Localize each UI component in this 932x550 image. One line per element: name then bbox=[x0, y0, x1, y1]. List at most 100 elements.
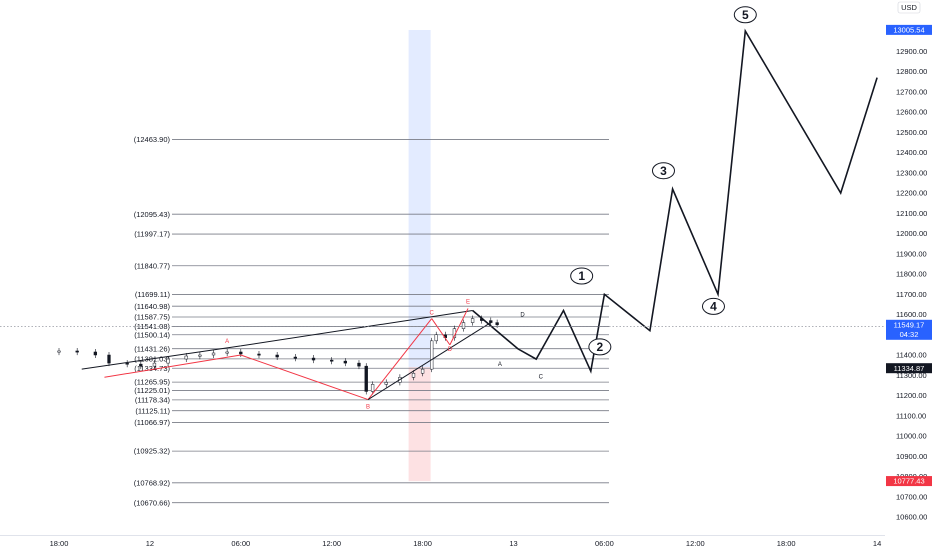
fib-level-label: (10670.66) bbox=[134, 498, 171, 507]
price-candles bbox=[57, 308, 499, 401]
time-tick-label: 18:00 bbox=[413, 539, 432, 548]
candle-body bbox=[198, 354, 202, 357]
price-tick-label: 12800.00 bbox=[896, 67, 927, 76]
candle-body bbox=[107, 354, 111, 364]
price-tick-label: 12500.00 bbox=[896, 128, 927, 137]
fib-level-label: (11066.97) bbox=[134, 418, 170, 427]
price-tick-label: 12400.00 bbox=[896, 148, 927, 157]
candle-body bbox=[211, 352, 216, 356]
time-tick-label: 12 bbox=[146, 539, 154, 548]
time-tick-label: 13 bbox=[509, 539, 517, 548]
candle-body bbox=[93, 351, 98, 356]
price-tick-label: 11100.00 bbox=[896, 411, 926, 420]
wave-label-text: 2 bbox=[597, 340, 604, 354]
wave-line-red bbox=[431, 318, 451, 346]
candle-body bbox=[239, 351, 243, 355]
candle-body bbox=[75, 350, 79, 353]
price-tick-label: 10700.00 bbox=[896, 492, 927, 501]
price-badge-subtext: 04:32 bbox=[900, 330, 919, 339]
price-badge bbox=[886, 476, 932, 487]
price-tick-label: 11700.00 bbox=[896, 290, 927, 299]
fib-level-label: (11699.11) bbox=[135, 290, 171, 299]
time-boxes bbox=[408, 30, 431, 482]
candle-body bbox=[225, 351, 229, 354]
wave-label-circle bbox=[651, 162, 675, 180]
price-tick-label: 12300.00 bbox=[896, 168, 927, 177]
fib-level-label: (12095.43) bbox=[134, 210, 171, 219]
wave-label-text: 3 bbox=[660, 164, 667, 178]
wave-line-red bbox=[104, 354, 241, 378]
fib-level-label: (11125.11) bbox=[135, 406, 170, 415]
candle-body bbox=[257, 353, 261, 356]
fib-level-label: (11840.77) bbox=[134, 261, 170, 270]
fib-level-label: (11334.73) bbox=[134, 364, 170, 373]
wave-label-text: 5 bbox=[742, 8, 749, 22]
price-tick-label: 10600.00 bbox=[896, 513, 927, 522]
candle-body bbox=[384, 382, 388, 385]
blue-time-zone bbox=[408, 30, 431, 368]
price-badge bbox=[886, 24, 932, 35]
fib-level-label: (10925.32) bbox=[134, 447, 171, 456]
wave-point-label: D bbox=[520, 313, 525, 319]
price-tick-label: 11300.00 bbox=[896, 371, 927, 380]
time-tick-label: 06:00 bbox=[595, 539, 614, 548]
price-tick-label: 12600.00 bbox=[896, 108, 927, 117]
currency-text: USD bbox=[901, 3, 917, 12]
fib-level-label: (11587.75) bbox=[134, 313, 170, 322]
time-tick-label: 12:00 bbox=[322, 539, 341, 548]
candle-body bbox=[357, 362, 361, 367]
fib-level-label: (11431.26) bbox=[134, 344, 170, 353]
price-tick-label: 11800.00 bbox=[896, 270, 927, 279]
wave-label-circle bbox=[701, 297, 725, 315]
candle-body bbox=[495, 322, 499, 326]
trend-line bbox=[240, 309, 473, 347]
projection-polyline bbox=[472, 28, 878, 374]
red-time-zone bbox=[408, 367, 431, 482]
fib-level-label: (11500.14) bbox=[134, 330, 170, 339]
wave-point-label: D bbox=[448, 347, 453, 353]
wave-line-red bbox=[367, 318, 433, 400]
price-tick-label: 11000.00 bbox=[896, 432, 927, 441]
candle-body bbox=[434, 334, 438, 342]
fib-level-label: (10768.92) bbox=[134, 478, 171, 487]
fibonacci-levels: (12463.90) (12095.43) (11997.17) (11840.77)… bbox=[134, 135, 609, 507]
price-badge-text: 13005.54 bbox=[893, 25, 924, 34]
wave-point-label: C bbox=[539, 374, 544, 380]
wave-point-label: C bbox=[430, 311, 435, 317]
fib-level-label: (12463.90) bbox=[134, 135, 171, 144]
candle-body bbox=[489, 320, 493, 323]
candle-body bbox=[364, 365, 368, 392]
fib-level-label: (11265.95) bbox=[134, 378, 170, 387]
wave-label-text: 1 bbox=[578, 269, 585, 283]
projection-path bbox=[472, 28, 878, 374]
price-tick-label: 11900.00 bbox=[896, 249, 927, 258]
fib-level-label: (11225.01) bbox=[134, 386, 170, 395]
wave-label-circle bbox=[588, 338, 612, 356]
time-axis[interactable]: 18:00 12 06:00 12:00 18:00 13 06:00 12:00 18:00 1… bbox=[0, 535, 885, 549]
candle-body bbox=[184, 355, 188, 360]
candle-body bbox=[293, 356, 297, 359]
candle-body bbox=[125, 362, 129, 365]
wave-labels: 1 2 3 4 5 A B C D E D A C bbox=[225, 6, 757, 411]
candle-body bbox=[57, 350, 61, 353]
candle-body bbox=[461, 322, 466, 329]
price-tick-label: 12100.00 bbox=[896, 209, 927, 218]
wave-label-circle bbox=[733, 6, 757, 24]
price-badge bbox=[886, 319, 932, 340]
time-tick-label: 06:00 bbox=[231, 539, 250, 548]
price-tick-label: 10900.00 bbox=[896, 452, 927, 461]
candle-body bbox=[275, 354, 279, 358]
price-tick-label: 11400.00 bbox=[896, 351, 927, 360]
fib-level-label: (11997.17) bbox=[134, 230, 170, 239]
candle-body bbox=[430, 340, 434, 370]
wave-point-label: A bbox=[498, 362, 502, 368]
fib-level-label: (11541.08) bbox=[134, 322, 170, 331]
wave-label-circle bbox=[570, 267, 594, 285]
price-axis[interactable]: 13000.0012900.0012800.0012700.0012600.00… bbox=[885, 0, 932, 550]
price-tick-label: 12700.00 bbox=[896, 87, 927, 96]
fib-level-label: (11178.34) bbox=[135, 395, 171, 404]
currency-label[interactable]: USD bbox=[897, 1, 921, 14]
wave-line-red bbox=[240, 354, 369, 401]
